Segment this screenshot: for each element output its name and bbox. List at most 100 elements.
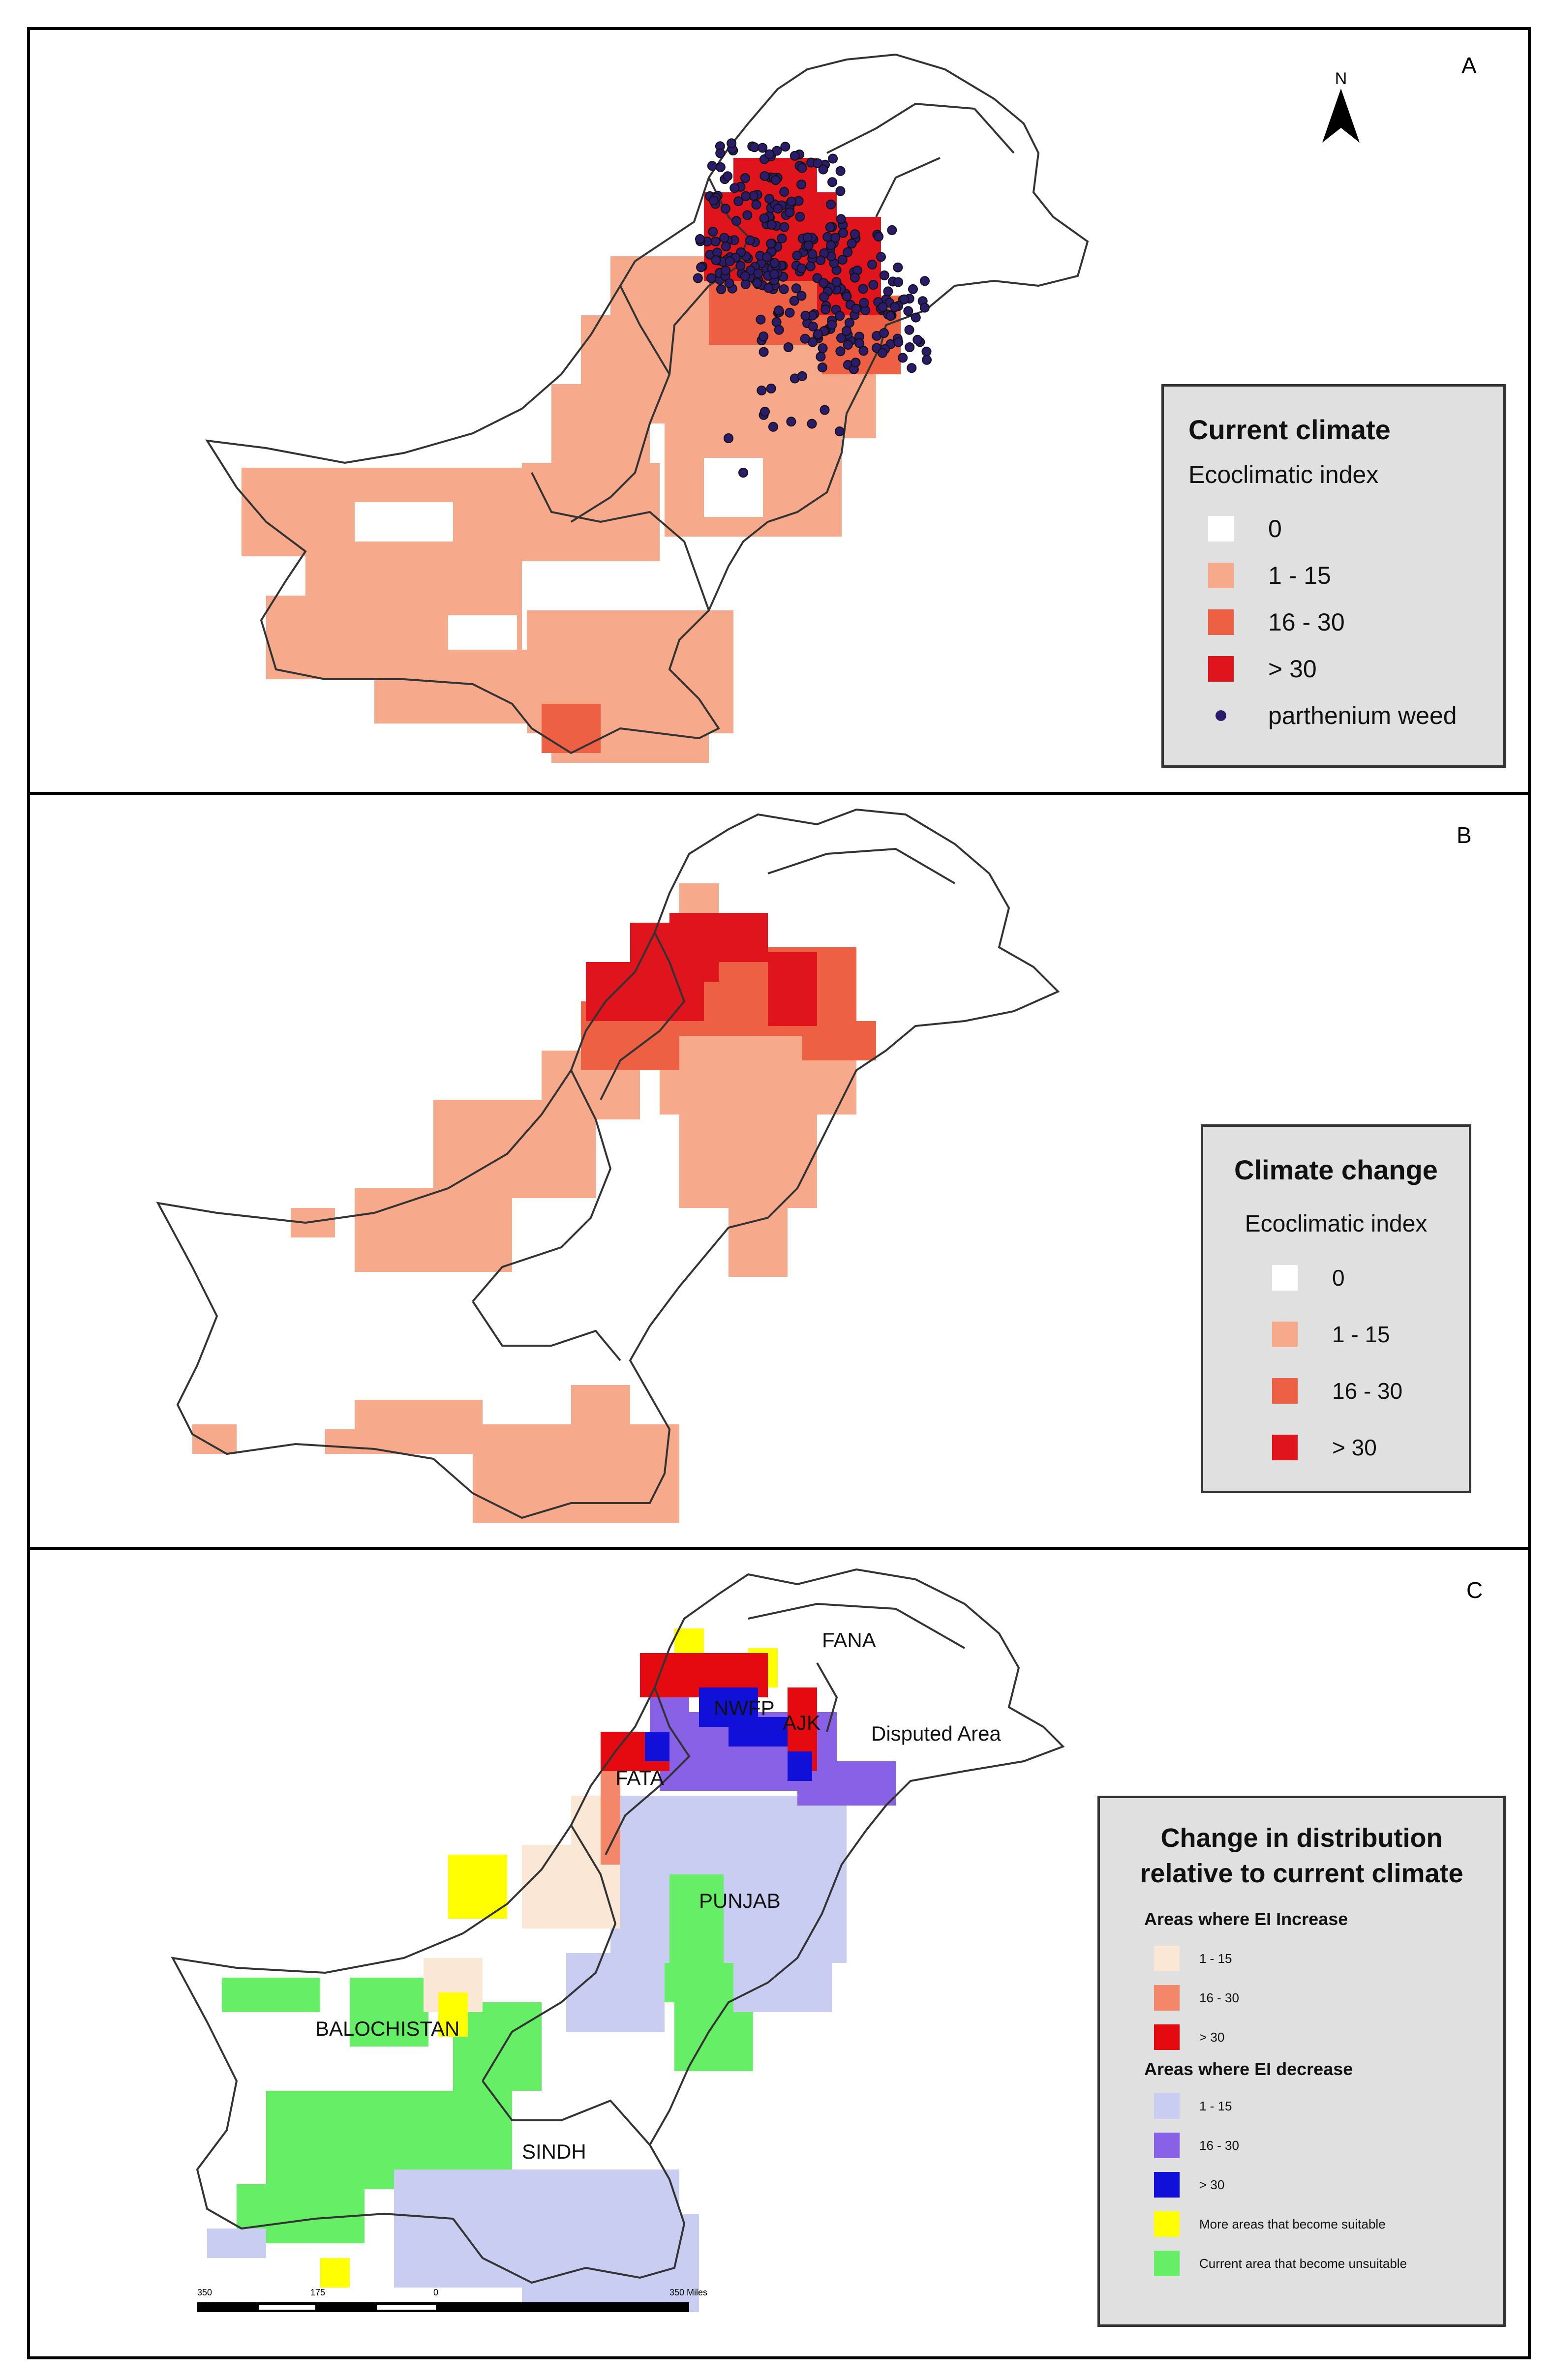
weed-occurrence-point — [827, 320, 837, 330]
weed-occurrence-point — [834, 426, 845, 437]
region-label-fana: FANA — [822, 1628, 876, 1652]
legend-item: 16 - 30 — [1208, 608, 1345, 636]
weed-occurrence-point — [838, 228, 848, 238]
weed-occurrence-point — [786, 417, 796, 427]
weed-occurrence-point — [851, 358, 861, 368]
map-a — [205, 53, 1089, 763]
region-label-balochistan: BALOCHISTAN — [315, 2017, 460, 2040]
legend-swatch — [1208, 609, 1234, 635]
weed-occurrence-point — [919, 302, 930, 313]
legend-label: 1 - 15 — [1199, 2098, 1232, 2113]
change-cell — [320, 2258, 350, 2288]
weed-occurrence-point — [763, 283, 774, 293]
legend-swatch — [1154, 2172, 1180, 2198]
weed-occurrence-point — [816, 255, 826, 266]
weed-occurrence-point — [759, 331, 769, 341]
scale-bar-graphic — [197, 2302, 689, 2312]
weed-occurrence-point — [756, 314, 766, 325]
legend-swatch — [1208, 563, 1234, 588]
weed-occurrence-point — [742, 210, 753, 220]
legend-item: Current area that become unsuitable — [1154, 2251, 1407, 2276]
change-cell — [350, 1978, 428, 2047]
weed-occurrence-point — [813, 158, 823, 168]
legend-item: 0 — [1272, 1265, 1345, 1291]
weed-occurrence-point — [893, 262, 903, 272]
weed-occurrence-point — [708, 195, 719, 206]
weed-occurrence-point — [791, 283, 801, 294]
region-label-ajk: AJK — [783, 1711, 821, 1734]
weed-occurrence-point — [797, 371, 807, 381]
weed-occurrence-point — [777, 233, 787, 243]
weed-occurrence-point — [753, 268, 763, 278]
legend-title: relative to current climate — [1140, 1859, 1463, 1888]
legend-label: 16 - 30 — [1268, 608, 1345, 636]
weed-occurrence-point — [879, 270, 889, 280]
legend-label: More areas that become suitable — [1199, 2216, 1386, 2231]
weed-occurrence-point — [851, 303, 861, 314]
weed-occurrence-point — [721, 241, 731, 252]
legend-swatch — [1154, 1985, 1180, 2011]
weed-occurrence-point — [819, 292, 829, 302]
weed-occurrence-point — [766, 383, 776, 393]
weed-occurrence-point — [921, 346, 932, 357]
legend-label: Current area that become unsuitable — [1199, 2256, 1407, 2271]
legend-item: 16 - 30 — [1154, 1985, 1239, 2011]
weed-occurrence-point — [779, 222, 790, 232]
weed-occurrence-point — [818, 343, 828, 353]
weed-occurrence-point — [911, 312, 921, 323]
weed-occurrence-point — [874, 232, 884, 242]
weed-occurrence-point — [707, 161, 717, 171]
province-border — [531, 472, 710, 611]
legend-label: 1 - 15 — [1332, 1322, 1390, 1347]
province-border — [826, 102, 1015, 154]
weed-occurrence-point — [847, 239, 857, 249]
map-a-grid — [242, 158, 901, 763]
change-cell — [522, 2214, 699, 2312]
panel-b: B Climate change Ecoclimatic index 0 1 -… — [27, 792, 1531, 1550]
legend-label: 0 — [1268, 515, 1282, 542]
legend-title: Climate change — [1234, 1154, 1438, 1185]
weed-occurrence-point — [893, 277, 903, 287]
weed-occurrence-point — [803, 241, 814, 251]
weed-occurrence-point — [790, 151, 800, 161]
weed-occurrence-point — [819, 278, 829, 288]
legend-swatch — [1272, 1435, 1298, 1460]
change-cell — [448, 1855, 507, 1919]
panel-a: A N Current climate Ecoclimatic index 0 … — [27, 27, 1531, 795]
weed-occurrence-point — [826, 240, 836, 250]
weed-occurrence-point — [768, 422, 778, 432]
weed-occurrence-point — [887, 225, 897, 235]
weed-occurrence-point — [760, 171, 770, 181]
weed-occurrence-point — [769, 258, 780, 268]
ei-cell — [355, 1188, 512, 1272]
weed-occurrence-point — [837, 255, 848, 265]
change-cell — [222, 1978, 320, 2012]
weed-occurrence-point — [920, 276, 930, 286]
weed-occurrence-point — [792, 250, 802, 261]
legend-label: > 30 — [1199, 2177, 1225, 2192]
weed-occurrence-point — [800, 333, 810, 344]
ei-cell — [325, 1429, 355, 1454]
weed-occurrence-point — [841, 326, 851, 336]
weed-occurrence-point — [762, 252, 772, 262]
weed-occurrence-point — [711, 255, 721, 265]
legend-swatch — [1154, 2133, 1180, 2158]
ei-cell — [522, 463, 660, 561]
weed-occurrence-point — [735, 261, 746, 271]
ei-cell — [355, 1400, 483, 1454]
legend-item: parthenium weed — [1208, 701, 1457, 730]
weed-occurrence-point — [740, 173, 750, 183]
north-label: N — [1335, 69, 1347, 88]
province-border — [767, 847, 956, 884]
weed-occurrence-point — [821, 304, 831, 315]
weed-occurrence-point — [817, 362, 827, 373]
weed-occurrence-point — [724, 433, 733, 443]
weed-occurrence-point — [850, 229, 860, 240]
change-cell — [733, 1855, 832, 2012]
legend-swatch — [1154, 2251, 1180, 2276]
weed-occurrence-point — [751, 200, 761, 210]
province-border — [472, 1300, 621, 1361]
weed-occurrence-point — [783, 342, 793, 352]
weed-occurrence-point — [708, 227, 718, 237]
weed-occurrence-point — [759, 347, 769, 357]
